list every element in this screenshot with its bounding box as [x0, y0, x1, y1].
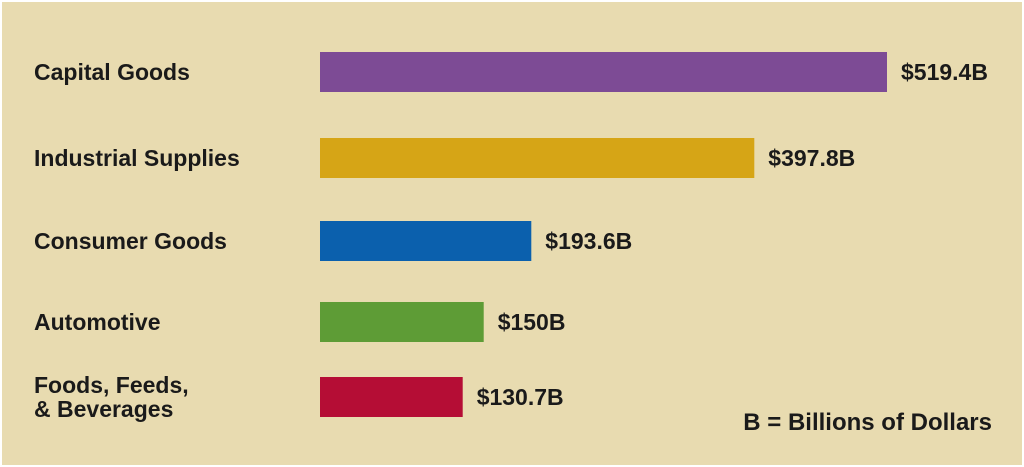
bar-2	[320, 221, 532, 261]
category-label-line: Industrial Supplies	[34, 145, 240, 171]
bar-4	[320, 377, 463, 417]
bars-group	[320, 52, 887, 417]
value-label-0: $519.4B	[901, 59, 988, 85]
category-label-line: Capital Goods	[34, 59, 190, 85]
bar-3	[320, 302, 484, 342]
category-label-line: Consumer Goods	[34, 228, 227, 254]
category-label-line: Automotive	[34, 309, 161, 335]
value-labels-group: $519.4B $397.8B $193.6B $150B $130.7B	[477, 59, 988, 410]
bar-1	[320, 138, 755, 178]
category-label-2: Consumer Goods	[34, 228, 227, 254]
units-note: B = Billions of Dollars	[743, 409, 992, 436]
category-label-line: Foods, Feeds,	[34, 372, 189, 398]
category-label-line: & Beverages	[34, 396, 173, 422]
value-label-4: $130.7B	[477, 384, 564, 410]
category-label-4: Foods, Feeds, & Beverages	[34, 372, 189, 422]
category-labels-group: Capital Goods Industrial Supplies Consumer…	[34, 59, 240, 422]
value-label-1: $397.8B	[768, 145, 855, 171]
category-label-1: Industrial Supplies	[34, 145, 240, 171]
category-label-3: Automotive	[34, 309, 161, 335]
category-label-0: Capital Goods	[34, 59, 190, 85]
value-label-3: $150B	[498, 309, 566, 335]
value-label-2: $193.6B	[545, 228, 632, 254]
bar-0	[320, 52, 887, 92]
